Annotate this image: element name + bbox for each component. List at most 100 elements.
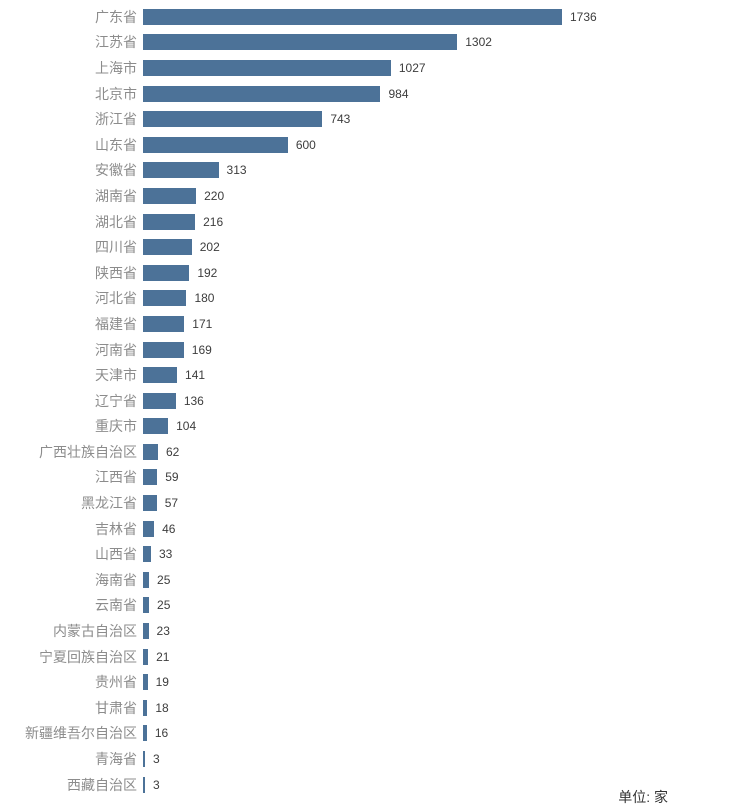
bar-row: 宁夏回族自治区 21: [0, 644, 729, 670]
value-label: 59: [165, 470, 179, 485]
category-label: 新疆维吾尔自治区: [25, 725, 137, 742]
bar: [143, 776, 145, 793]
bar: [143, 469, 158, 486]
value-label: 220: [204, 188, 225, 203]
bar: [143, 111, 323, 128]
value-label: 16: [154, 726, 169, 741]
value-label: 216: [203, 214, 224, 229]
value-label: 25: [157, 572, 171, 587]
bar-area: 984: [143, 81, 729, 107]
category-label: 黑龙江省: [81, 495, 137, 512]
category-label: 河北省: [95, 290, 137, 307]
value-label: 984: [388, 86, 409, 101]
category-label: 海南省: [95, 571, 137, 588]
bar-row: 吉林省 46: [0, 516, 729, 542]
bar: [143, 341, 184, 358]
category-label: 青海省: [95, 751, 137, 768]
bar: [143, 136, 288, 153]
chart-rows: 广东省 1736 江苏省 1302 上海市 1027 北京市 984 浙江省 743 山东省 600 安…: [0, 4, 729, 797]
unit-label: 单位: 家: [618, 789, 668, 805]
value-label: 169: [191, 342, 212, 357]
bar-area: 202: [143, 234, 729, 260]
category-label: 山东省: [95, 136, 137, 153]
bar-row: 黑龙江省 57: [0, 490, 729, 516]
category-label: 福建省: [95, 315, 137, 332]
bar-area: 59: [143, 465, 729, 491]
bar-row: 山西省 33: [0, 541, 729, 567]
value-label: 1736: [570, 9, 597, 24]
bar-area: 16: [143, 721, 729, 747]
bar-area: 25: [143, 593, 729, 619]
bar-row: 福建省 171: [0, 311, 729, 337]
bar: [143, 674, 148, 691]
value-label: 600: [295, 137, 316, 152]
bar-row: 安徽省 313: [0, 158, 729, 184]
value-label: 25: [157, 598, 171, 613]
bar-area: 62: [143, 439, 729, 465]
category-label: 陕西省: [95, 264, 137, 281]
bar-area: 600: [143, 132, 729, 158]
bar: [143, 623, 149, 640]
value-label: 19: [155, 675, 169, 690]
value-label: 136: [183, 393, 204, 408]
bar-row: 海南省 25: [0, 567, 729, 593]
bar-area: 171: [143, 311, 729, 337]
value-label: 192: [197, 265, 218, 280]
bar-row: 青海省 3: [0, 746, 729, 772]
bar-area: 46: [143, 516, 729, 542]
bar-area: 33: [143, 541, 729, 567]
value-label: 104: [176, 419, 197, 434]
category-label: 湖南省: [95, 187, 137, 204]
category-label: 山西省: [95, 546, 137, 563]
bar-row: 云南省 25: [0, 593, 729, 619]
bar: [143, 290, 187, 307]
value-label: 57: [164, 496, 179, 511]
bar-area: 141: [143, 362, 729, 388]
bar-area: 192: [143, 260, 729, 286]
bar-row: 内蒙古自治区 23: [0, 618, 729, 644]
bar-area: 21: [143, 644, 729, 670]
bar: [143, 392, 176, 409]
bar: [143, 315, 185, 332]
value-label: 46: [162, 521, 176, 536]
category-label: 天津市: [95, 367, 137, 384]
bar-area: 313: [143, 158, 729, 184]
category-label: 西藏自治区: [67, 776, 137, 793]
bar-area: 3: [143, 772, 729, 798]
value-label: 743: [330, 112, 351, 127]
bar-row: 陕西省 192: [0, 260, 729, 286]
category-label: 浙江省: [95, 111, 137, 128]
value-label: 180: [194, 291, 215, 306]
value-label: 141: [185, 368, 206, 383]
category-label: 四川省: [95, 239, 137, 256]
bar-row: 江苏省 1302: [0, 30, 729, 56]
bar-row: 上海市 1027: [0, 55, 729, 81]
category-label: 广东省: [95, 8, 137, 25]
category-label: 吉林省: [95, 520, 137, 537]
category-label: 广西壮族自治区: [39, 443, 137, 460]
category-label: 北京市: [95, 85, 137, 102]
bar: [143, 520, 155, 537]
value-label: 313: [226, 163, 247, 178]
bar-row: 湖北省 216: [0, 209, 729, 235]
bar-area: 216: [143, 209, 729, 235]
category-label: 云南省: [95, 597, 137, 614]
bar: [143, 648, 149, 665]
category-label: 辽宁省: [95, 392, 137, 409]
value-label: 3: [153, 752, 160, 767]
category-label: 湖北省: [95, 213, 137, 230]
bar-row: 甘肃省 18: [0, 695, 729, 721]
category-label: 宁夏回族自治区: [39, 648, 137, 665]
bar: [143, 443, 158, 460]
bar-area: 23: [143, 618, 729, 644]
category-label: 甘肃省: [95, 699, 137, 716]
bar: [143, 34, 458, 51]
bar-area: 18: [143, 695, 729, 721]
bar-area: 169: [143, 337, 729, 363]
bar-row: 辽宁省 136: [0, 388, 729, 414]
bar: [143, 546, 151, 563]
bar-area: 220: [143, 183, 729, 209]
category-label: 贵州省: [95, 674, 137, 691]
bar-area: 25: [143, 567, 729, 593]
